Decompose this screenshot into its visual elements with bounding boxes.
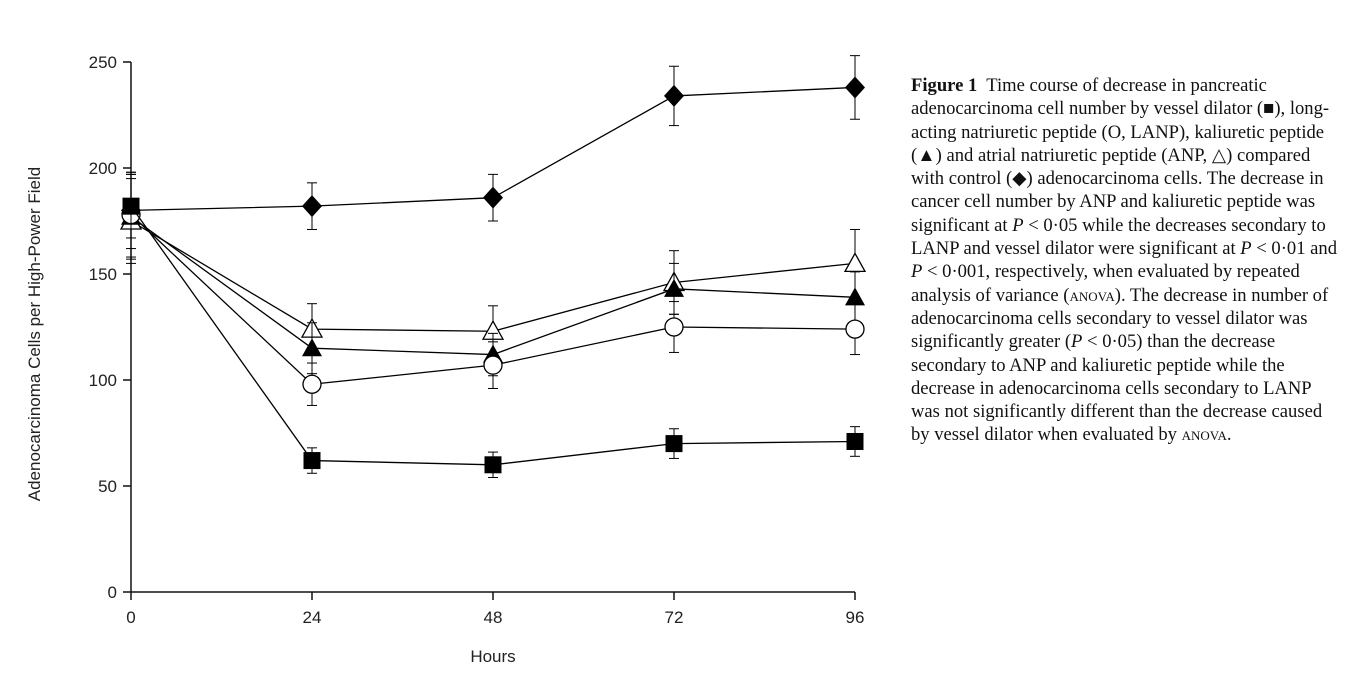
y-tick-label: 0	[108, 583, 117, 602]
caption-text: Time course of decrease in pancreatic ad…	[911, 75, 1267, 120]
marker-square	[665, 435, 683, 453]
chart: 0 50 100 150 200 250 0 24 48 72 96 Adenocarcinoma …	[25, 53, 867, 666]
marker-open-circle	[664, 317, 684, 337]
p-symbol: P	[1012, 214, 1024, 236]
marker-diamond	[845, 76, 865, 99]
anova-term: anova	[1069, 284, 1115, 306]
marker-square	[846, 432, 864, 450]
marker-open-circle	[845, 319, 865, 339]
figure-caption: Figure 1 Time course of decrease in panc…	[911, 74, 1343, 447]
caption-text: ), long-acting natriuretic peptide (O, L…	[911, 98, 1330, 166]
series-layer	[119, 55, 867, 479]
marker-triangle	[845, 287, 865, 306]
marker-open-triangle	[843, 252, 867, 273]
caption-text: < 0·001, respectively, when evaluated by…	[911, 261, 1300, 306]
open-triangle-symbol: △	[1211, 144, 1227, 166]
y-tick-label: 150	[89, 265, 117, 284]
series	[122, 173, 864, 479]
marker-open-circle	[483, 355, 503, 375]
x-axis-label: Hours	[470, 647, 515, 666]
diamond-symbol: ◆	[1012, 168, 1027, 190]
square-symbol: ■	[1263, 98, 1275, 120]
y-tick-label: 50	[98, 477, 117, 496]
y-axis-label: Adenocarcinoma Cells per High-Power Fiel…	[25, 167, 44, 501]
x-tick-label: 24	[303, 608, 322, 627]
x-tick-label: 48	[484, 608, 503, 627]
series	[121, 55, 865, 250]
figure-label: Figure 1	[911, 75, 978, 96]
marker-square	[303, 452, 321, 470]
y-tick-label: 200	[89, 159, 117, 178]
triangle-symbol: ▲	[917, 144, 936, 166]
caption-text: ) compared with control (	[911, 144, 1311, 190]
axes: 0 50 100 150 200 250 0 24 48 72 96	[89, 53, 865, 627]
series	[121, 171, 865, 406]
x-tick-label: 96	[846, 608, 865, 627]
marker-triangle	[664, 278, 684, 297]
marker-diamond	[664, 84, 684, 107]
caption-text: < 0·01 and	[1251, 238, 1337, 260]
caption-text: < 0·05 while the decreases secondary to …	[911, 214, 1326, 260]
marker-triangle	[302, 338, 322, 357]
marker-diamond	[483, 186, 503, 209]
x-tick-label: 0	[126, 608, 135, 627]
marker-diamond	[302, 195, 322, 218]
p-symbol: P	[1240, 238, 1252, 260]
p-symbol: P	[1071, 331, 1083, 353]
p-symbol: P	[911, 261, 923, 283]
x-tick-label: 72	[665, 608, 684, 627]
y-tick-label: 100	[89, 371, 117, 390]
anova-term: anova	[1181, 424, 1227, 446]
y-tick-label: 250	[89, 53, 117, 72]
caption-text: < 0·05) than the decrease secondary to A…	[911, 331, 1323, 446]
marker-square	[484, 456, 502, 474]
caption-text: ) adenocarcinoma cells. The decrease in …	[911, 168, 1324, 236]
caption-text: ) and atrial natriuretic peptide (ANP,	[935, 144, 1212, 166]
caption-text: .	[1226, 424, 1232, 446]
caption-text: ). The decrease in number of adenocarcin…	[911, 284, 1329, 353]
marker-square	[122, 197, 140, 215]
marker-open-circle	[302, 374, 322, 394]
